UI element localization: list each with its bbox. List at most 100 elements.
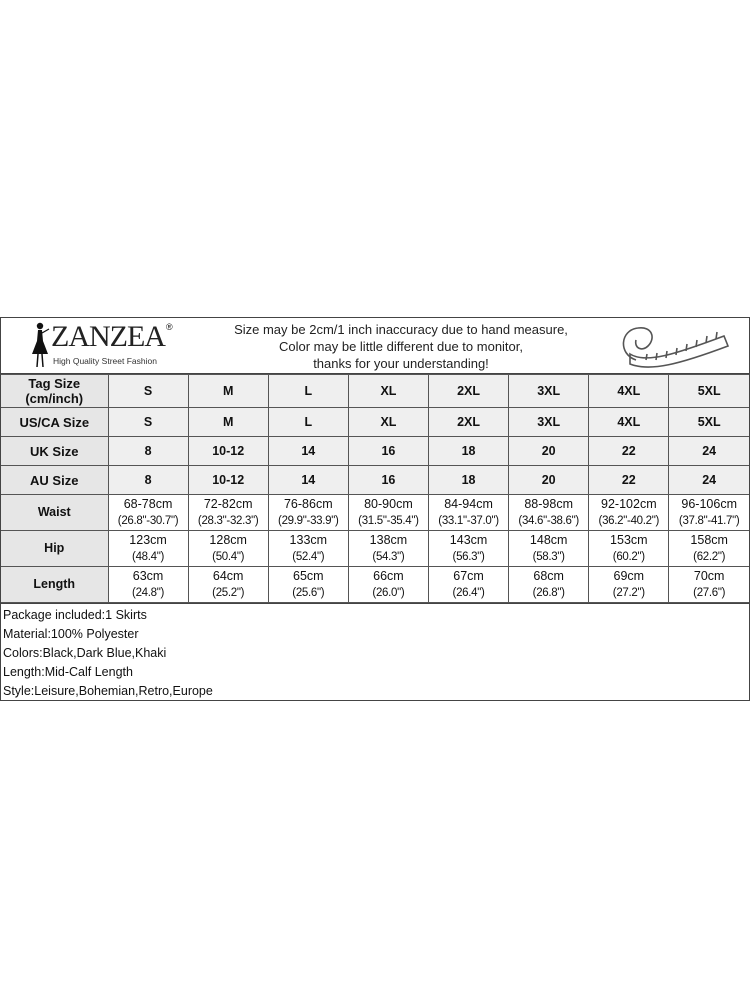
size-cell: 4XL — [588, 374, 670, 408]
notice-line: Size may be 2cm/1 inch inaccuracy due to… — [234, 322, 568, 337]
size-row: Tag Size (cm/inch) S M L XL 2XL 3XL 4XL 5XL — [1, 374, 749, 408]
notice-line: thanks for your understanding! — [313, 356, 489, 371]
measurement-cell: 84-94cm (33.1"-37.0") — [427, 494, 510, 531]
measurement-cell: 133cm (52.4") — [267, 530, 349, 567]
size-cell: 2XL — [427, 407, 510, 437]
size-cell: 24 — [668, 436, 749, 466]
row-label: Tag Size (cm/inch) — [1, 374, 109, 408]
cm-value: 96-106cm — [681, 497, 737, 511]
inch-value: (52.4") — [292, 551, 325, 563]
size-chart: ZANZEA® High Quality Street Fashion Size… — [0, 317, 750, 701]
cm-value: 72-82cm — [203, 497, 253, 511]
size-cell: 16 — [347, 465, 430, 495]
inch-value: (48.4") — [132, 551, 165, 563]
inch-value: (27.6") — [693, 587, 726, 599]
inch-value: (50.4") — [212, 551, 245, 563]
size-cell: 20 — [508, 465, 590, 495]
measurement-cell: 143cm (56.3") — [427, 530, 510, 567]
size-cell: 10-12 — [187, 465, 269, 495]
size-cell: 18 — [427, 436, 510, 466]
cm-value: 123cm — [129, 533, 167, 547]
cm-value: 64cm — [212, 569, 244, 583]
cm-value: 67cm — [453, 569, 484, 583]
measurement-cell: 123cm (48.4") — [107, 530, 189, 567]
measurement-cell: 72-82cm (28.3"-32.3") — [187, 494, 269, 531]
cm-value: 92-102cm — [601, 497, 657, 511]
cm-value: 128cm — [209, 533, 247, 547]
size-cell: 10-12 — [187, 436, 269, 466]
cm-value: 69cm — [613, 569, 645, 583]
fashion-figure-logo-icon — [32, 322, 50, 368]
measurement-cell: 96-106cm (37.8"-41.7") — [668, 494, 749, 531]
measurement-cell: 138cm (54.3") — [347, 530, 430, 567]
inch-value: (34.6"-38.6") — [518, 515, 579, 527]
inch-value: (26.4") — [452, 587, 485, 599]
cm-value: 153cm — [610, 533, 648, 547]
chart-header: ZANZEA® High Quality Street Fashion Size… — [1, 318, 749, 374]
size-cell: 24 — [668, 465, 749, 495]
inch-value: (58.3") — [532, 551, 565, 563]
inch-value: (56.3") — [452, 551, 485, 563]
size-cell: L — [267, 374, 349, 408]
size-cell: 2XL — [427, 374, 510, 408]
size-row: UK Size 8 10-12 14 16 18 20 22 24 — [1, 436, 749, 466]
measurement-cell: 67cm (26.4") — [427, 566, 510, 603]
cm-value: 70cm — [693, 569, 725, 583]
cm-value: 138cm — [369, 533, 408, 547]
inch-value: (33.1"-37.0") — [438, 515, 499, 527]
brand-logo: ZANZEA® High Quality Street Fashion — [29, 321, 194, 371]
cm-value: 84-94cm — [444, 497, 493, 511]
measurement-cell: 63cm (24.8") — [107, 566, 189, 603]
measurement-cell: 76-86cm (29.9"-33.9") — [267, 494, 349, 531]
inch-value: (62.2") — [693, 551, 726, 563]
measurement-cell: 148cm (58.3") — [508, 530, 590, 567]
cm-value: 158cm — [690, 533, 728, 547]
measurement-cell: 80-90cm (31.5"-35.4") — [347, 494, 430, 531]
size-cell: 20 — [508, 436, 590, 466]
registered-mark: ® — [165, 322, 173, 332]
row-label: UK Size — [1, 436, 109, 466]
cm-value: 143cm — [449, 533, 488, 547]
size-cell: 8 — [107, 436, 189, 466]
row-label: US/CA Size — [1, 407, 109, 437]
cm-value: 148cm — [529, 533, 568, 547]
size-cell: 3XL — [508, 374, 590, 408]
inch-value: (26.8"-30.7") — [117, 515, 179, 527]
measurement-cell: 158cm (62.2") — [668, 530, 749, 567]
size-row: US/CA Size S M L XL 2XL 3XL 4XL 5XL — [1, 407, 749, 437]
size-cell: L — [267, 407, 349, 437]
size-cell: 22 — [588, 465, 670, 495]
size-cell: 14 — [267, 465, 349, 495]
size-cell: XL — [347, 407, 430, 437]
size-cell: 5XL — [668, 374, 749, 408]
measurement-cell: 68-78cm (26.8"-30.7") — [107, 494, 189, 531]
size-cell: S — [107, 407, 189, 437]
inch-value: (25.6") — [292, 587, 325, 599]
size-cell: 14 — [267, 436, 349, 466]
note-colors: Colors:Black,Dark Blue,Khaki — [3, 646, 167, 660]
cm-value: 68cm — [533, 569, 564, 583]
brand-tagline: High Quality Street Fashion — [53, 356, 157, 366]
notice-line: Color may be little different due to mon… — [279, 339, 523, 354]
note-style: Style:Leisure,Bohemian,Retro,Europe — [3, 684, 213, 698]
inch-value: (60.2") — [612, 551, 645, 563]
inch-value: (54.3") — [372, 551, 405, 563]
size-cell: M — [187, 407, 269, 437]
row-label: Hip — [1, 530, 109, 567]
size-row: AU Size 8 10-12 14 16 18 20 22 24 — [1, 465, 749, 495]
size-cell: M — [187, 374, 269, 408]
cm-value: 88-98cm — [524, 497, 573, 511]
measurement-row: Length 63cm (24.8") 64cm (25.2") 65cm (25.6") 6… — [1, 566, 749, 603]
cm-value: 80-90cm — [364, 497, 413, 511]
measuring-tape-icon — [622, 327, 730, 368]
row-label: Waist — [1, 494, 109, 531]
cm-value: 65cm — [293, 569, 324, 583]
measurement-row: Hip 123cm (48.4") 128cm (50.4") 133cm (52.4") 1… — [1, 530, 749, 567]
inch-value: (36.2"-40.2") — [598, 515, 660, 527]
inch-value: (29.9"-33.9") — [278, 515, 339, 527]
inch-value: (26.0") — [372, 587, 405, 599]
size-table: Tag Size (cm/inch) S M L XL 2XL 3XL 4XL 5XL US/CA… — [1, 374, 749, 603]
measurement-cell: 92-102cm (36.2"-40.2") — [588, 494, 670, 531]
cm-value: 63cm — [132, 569, 164, 583]
measurement-row: Waist 68-78cm (26.8"-30.7") 72-82cm (28.3"-3… — [1, 494, 749, 531]
